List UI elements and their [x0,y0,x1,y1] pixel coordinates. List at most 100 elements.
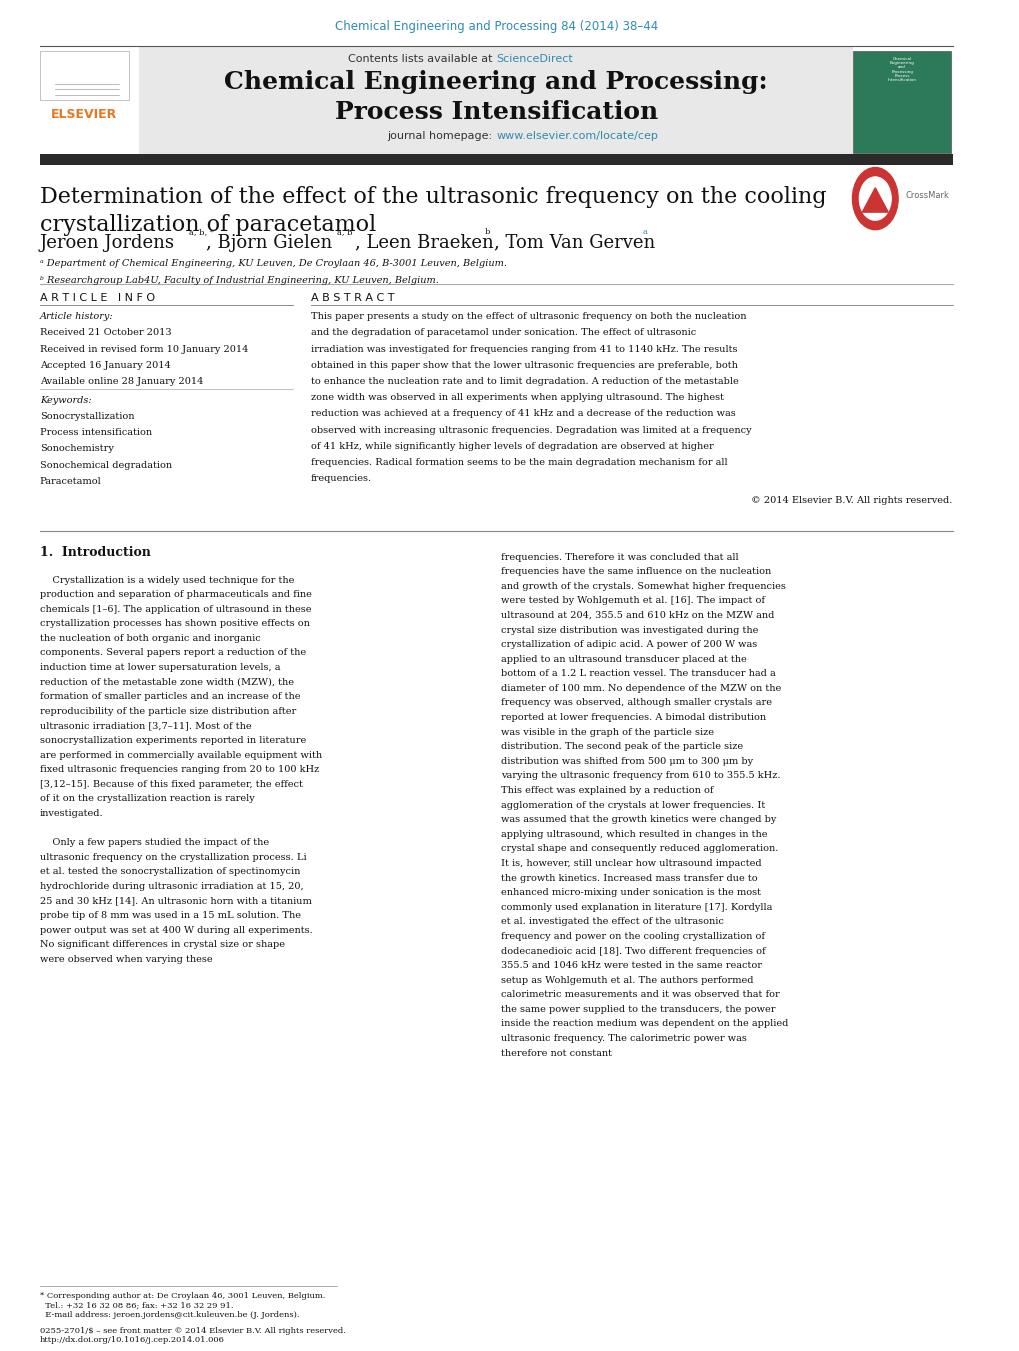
Text: crystal size distribution was investigated during the: crystal size distribution was investigat… [500,626,758,635]
Text: * Corresponding author at: De Croylaan 46, 3001 Leuven, Belgium.
  Tel.: +32 16 : * Corresponding author at: De Croylaan 4… [40,1292,325,1319]
Text: the same power supplied to the transducers, the power: the same power supplied to the transduce… [500,1005,774,1013]
Text: sonocrystallization experiments reported in literature: sonocrystallization experiments reported… [40,736,306,744]
Text: journal homepage:: journal homepage: [387,131,495,141]
Text: frequencies. Radical formation seems to be the main degradation mechanism for al: frequencies. Radical formation seems to … [311,458,727,467]
FancyBboxPatch shape [40,51,128,100]
Text: of 41 kHz, while significantly higher levels of degradation are observed at high: of 41 kHz, while significantly higher le… [311,442,712,451]
Text: Only a few papers studied the impact of the: Only a few papers studied the impact of … [40,838,269,847]
Text: calorimetric measurements and it was observed that for: calorimetric measurements and it was obs… [500,990,780,1000]
Text: Accepted 16 January 2014: Accepted 16 January 2014 [40,361,170,370]
Text: and growth of the crystals. Somewhat higher frequencies: and growth of the crystals. Somewhat hig… [500,582,786,590]
Text: ScienceDirect: ScienceDirect [495,54,573,63]
Text: therefore not constant: therefore not constant [500,1048,611,1058]
Text: setup as Wohlgemuth et al. The authors performed: setup as Wohlgemuth et al. The authors p… [500,975,753,985]
Text: Article history:: Article history: [40,312,113,322]
Text: Received 21 October 2013: Received 21 October 2013 [40,328,171,338]
Circle shape [852,168,897,230]
FancyBboxPatch shape [40,154,952,165]
Text: Jeroen Jordens: Jeroen Jordens [40,234,174,251]
Text: a: a [642,228,647,236]
Text: www.elsevier.com/locate/cep: www.elsevier.com/locate/cep [495,131,657,141]
Text: power output was set at 400 W during all experiments.: power output was set at 400 W during all… [40,925,312,935]
Text: Process intensification: Process intensification [40,428,152,438]
Text: ultrasound at 204, 355.5 and 610 kHz on the MZW and: ultrasound at 204, 355.5 and 610 kHz on … [500,611,773,620]
Text: , Bjorn Gielen: , Bjorn Gielen [206,234,332,251]
Text: of it on the crystallization reaction is rarely: of it on the crystallization reaction is… [40,794,254,804]
Text: This effect was explained by a reduction of: This effect was explained by a reduction… [500,786,713,794]
Text: frequencies.: frequencies. [311,474,371,484]
Text: production and separation of pharmaceuticals and fine: production and separation of pharmaceuti… [40,590,311,598]
Text: investigated.: investigated. [40,809,103,817]
Text: crystal shape and consequently reduced agglomeration.: crystal shape and consequently reduced a… [500,844,777,854]
Text: diameter of 100 mm. No dependence of the MZW on the: diameter of 100 mm. No dependence of the… [500,684,781,693]
Text: obtained in this paper show that the lower ultrasonic frequencies are preferable: obtained in this paper show that the low… [311,361,737,370]
Text: distribution. The second peak of the particle size: distribution. The second peak of the par… [500,742,743,751]
Text: et al. tested the sonocrystallization of spectinomycin: et al. tested the sonocrystallization of… [40,867,300,877]
Text: [3,12–15]. Because of this fixed parameter, the effect: [3,12–15]. Because of this fixed paramet… [40,780,303,789]
Text: Chemical
Engineering
and
Processing
Process
Intensification: Chemical Engineering and Processing Proc… [887,57,916,82]
Text: chemicals [1–6]. The application of ultrasound in these: chemicals [1–6]. The application of ultr… [40,605,311,613]
Text: components. Several papers report a reduction of the: components. Several papers report a redu… [40,648,306,658]
Text: crystallization of adipic acid. A power of 200 W was: crystallization of adipic acid. A power … [500,640,757,648]
Text: Sonochemistry: Sonochemistry [40,444,113,454]
Text: © 2014 Elsevier B.V. All rights reserved.: © 2014 Elsevier B.V. All rights reserved… [751,496,952,505]
Text: Chemical Engineering and Processing 84 (2014) 38–44: Chemical Engineering and Processing 84 (… [334,20,657,34]
Text: zone width was observed in all experiments when applying ultrasound. The highest: zone width was observed in all experimen… [311,393,722,403]
Text: , Tom Van Gerven: , Tom Van Gerven [494,234,655,251]
Text: This paper presents a study on the effect of ultrasonic frequency on both the nu: This paper presents a study on the effec… [311,312,745,322]
Text: reported at lower frequencies. A bimodal distribution: reported at lower frequencies. A bimodal… [500,713,765,721]
Text: frequency was observed, although smaller crystals are: frequency was observed, although smaller… [500,698,771,708]
Text: ultrasonic frequency on the crystallization process. Li: ultrasonic frequency on the crystallizat… [40,852,306,862]
Text: Received in revised form 10 January 2014: Received in revised form 10 January 2014 [40,345,248,354]
Text: a, b, *: a, b, * [189,228,213,236]
Text: bottom of a 1.2 L reaction vessel. The transducer had a: bottom of a 1.2 L reaction vessel. The t… [500,669,775,678]
Text: CrossMark: CrossMark [904,192,948,200]
Text: frequencies. Therefore it was concluded that all: frequencies. Therefore it was concluded … [500,553,738,562]
Text: reduction was achieved at a frequency of 41 kHz and a decrease of the reduction : reduction was achieved at a frequency of… [311,409,735,419]
Text: et al. investigated the effect of the ultrasonic: et al. investigated the effect of the ul… [500,917,723,927]
Text: reproducibility of the particle size distribution after: reproducibility of the particle size dis… [40,707,296,716]
Text: 355.5 and 1046 kHz were tested in the same reactor: 355.5 and 1046 kHz were tested in the sa… [500,961,761,970]
Text: It is, however, still unclear how ultrasound impacted: It is, however, still unclear how ultras… [500,859,761,867]
Text: No significant differences in crystal size or shape: No significant differences in crystal si… [40,940,284,950]
Circle shape [859,177,891,220]
Text: 1.  Introduction: 1. Introduction [40,546,151,559]
Text: probe tip of 8 mm was used in a 15 mL solution. The: probe tip of 8 mm was used in a 15 mL so… [40,911,301,920]
Text: irradiation was investigated for frequencies ranging from 41 to 1140 kHz. The re: irradiation was investigated for frequen… [311,345,737,354]
Text: the growth kinetics. Increased mass transfer due to: the growth kinetics. Increased mass tran… [500,874,757,882]
Text: frequency and power on the cooling crystallization of: frequency and power on the cooling cryst… [500,932,764,940]
Text: agglomeration of the crystals at lower frequencies. It: agglomeration of the crystals at lower f… [500,801,764,809]
Text: crystallization processes has shown positive effects on: crystallization processes has shown posi… [40,619,310,628]
Text: Determination of the effect of the ultrasonic frequency on the cooling
crystalli: Determination of the effect of the ultra… [40,186,825,236]
Text: distribution was shifted from 500 μm to 300 μm by: distribution was shifted from 500 μm to … [500,757,753,766]
Text: a, b: a, b [337,228,353,236]
Text: ᵃ Department of Chemical Engineering, KU Leuven, De Croylaan 46, B-3001 Leuven, : ᵃ Department of Chemical Engineering, KU… [40,259,506,269]
Text: ultrasonic irradiation [3,7–11]. Most of the: ultrasonic irradiation [3,7–11]. Most of… [40,721,251,731]
Text: was assumed that the growth kinetics were changed by: was assumed that the growth kinetics wer… [500,815,775,824]
Text: observed with increasing ultrasonic frequencies. Degradation was limited at a fr: observed with increasing ultrasonic freq… [311,426,751,435]
Text: inside the reaction medium was dependent on the applied: inside the reaction medium was dependent… [500,1020,788,1028]
Text: commonly used explanation in literature [17]. Kordylla: commonly used explanation in literature … [500,902,771,912]
Text: hydrochloride during ultrasonic irradiation at 15, 20,: hydrochloride during ultrasonic irradiat… [40,882,303,890]
Polygon shape [861,188,888,212]
Text: Sonocrystallization: Sonocrystallization [40,412,135,422]
Text: the nucleation of both organic and inorganic: the nucleation of both organic and inorg… [40,634,260,643]
Text: Sonochemical degradation: Sonochemical degradation [40,461,171,470]
FancyBboxPatch shape [853,51,950,153]
Text: , Leen Braeken: , Leen Braeken [355,234,493,251]
FancyBboxPatch shape [139,46,853,155]
Text: reduction of the metastable zone width (MZW), the: reduction of the metastable zone width (… [40,678,293,686]
Text: A R T I C L E   I N F O: A R T I C L E I N F O [40,293,155,303]
Text: formation of smaller particles and an increase of the: formation of smaller particles and an in… [40,692,300,701]
Text: enhanced micro-mixing under sonication is the most: enhanced micro-mixing under sonication i… [500,888,760,897]
Text: frequencies have the same influence on the nucleation: frequencies have the same influence on t… [500,567,770,576]
Text: were tested by Wohlgemuth et al. [16]. The impact of: were tested by Wohlgemuth et al. [16]. T… [500,596,764,605]
Text: are performed in commercially available equipment with: are performed in commercially available … [40,751,322,759]
Text: Crystallization is a widely used technique for the: Crystallization is a widely used techniq… [40,576,293,585]
Text: fixed ultrasonic frequencies ranging from 20 to 100 kHz: fixed ultrasonic frequencies ranging fro… [40,765,319,774]
Text: Contents lists available at: Contents lists available at [347,54,495,63]
Text: ᵇ Researchgroup Lab4U, Faculty of Industrial Engineering, KU Leuven, Belgium.: ᵇ Researchgroup Lab4U, Faculty of Indust… [40,276,438,285]
Text: 25 and 30 kHz [14]. An ultrasonic horn with a titanium: 25 and 30 kHz [14]. An ultrasonic horn w… [40,897,311,905]
Text: was visible in the graph of the particle size: was visible in the graph of the particle… [500,728,713,736]
Text: b: b [484,228,489,236]
